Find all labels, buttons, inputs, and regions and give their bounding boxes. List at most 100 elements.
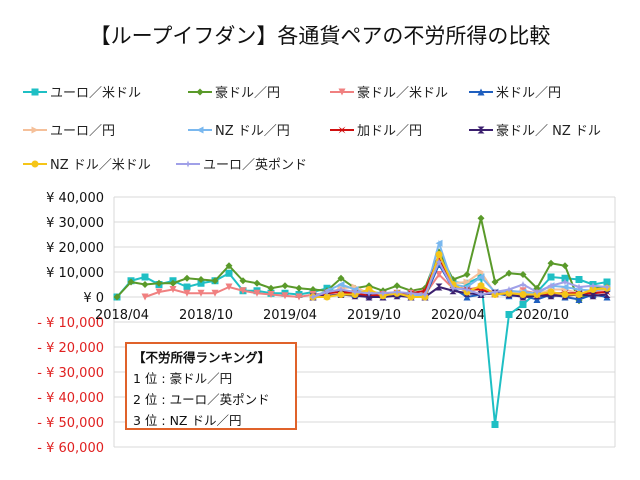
legend-label: ユーロ／円 [50,124,116,139]
data-point [337,286,345,293]
legend-label: 豪ドル／ NZ ドル [496,124,601,139]
data-point [197,279,205,287]
ranking-heading: 【不労所得ランキング】 [133,350,271,365]
legend-marker-icon [23,126,47,133]
y-tick-label: - ¥ 30,000 [37,366,104,381]
data-point [155,288,163,296]
data-point [505,289,513,297]
data-point [183,289,191,297]
data-point [547,273,555,281]
data-point [281,282,289,290]
data-point [253,289,261,297]
legend-item: NZ ドル／円 [187,120,290,139]
data-point [477,282,485,290]
data-point [561,262,569,270]
legend-marker [31,88,39,95]
legend-marker [196,88,204,95]
data-point [435,239,443,247]
data-point [337,274,345,282]
data-point [505,311,513,318]
ranking-item-3: 3 位 : NZ ドル／円 [133,413,242,428]
data-point [267,291,275,298]
data-point [169,286,177,293]
legend-marker-icon [188,88,212,95]
data-point [533,296,541,303]
legend-label: 米ドル／円 [496,86,562,101]
data-point [463,278,471,286]
data-point [435,271,443,278]
data-point [183,274,191,282]
data-point [337,281,345,288]
legend-marker [477,88,485,95]
data-point [547,259,555,267]
legend-item: 豪ドル／円 [187,82,280,101]
data-point [183,283,191,291]
data-point [603,291,611,298]
data-point [491,288,499,296]
y-tick-label: ¥ 0 [83,291,104,306]
data-point [309,293,317,301]
data-point [225,262,233,270]
data-point [323,288,331,296]
data-point [141,273,149,281]
legend-marker-icon [188,126,212,133]
data-point [253,279,261,287]
data-point [491,421,499,428]
data-point [281,292,289,300]
legend-label: NZ ドル／円 [215,124,290,139]
y-tick-label: ¥ 20,000 [46,241,104,256]
data-point [435,283,443,291]
legend-label: 豪ドル／円 [215,86,281,101]
data-point [449,284,457,292]
data-point [575,291,583,298]
data-point [169,279,177,287]
data-point [155,279,163,287]
x-tick-label: 2018/10 [179,308,233,323]
data-point [225,269,233,277]
legend-item: 豪ドル／ NZ ドル [468,120,601,139]
data-point [379,289,387,297]
data-point [575,283,583,291]
legend-label: 加ドル／円 [357,124,423,139]
data-point [477,273,485,281]
legend-item: NZ ドル／米ドル [22,154,151,173]
legend-item: 加ドル／円 [329,120,422,139]
legend-label: 豪ドル／米ドル [357,86,449,101]
data-point [463,286,471,293]
legend-marker-icon [176,160,200,167]
legend-marker [196,126,204,133]
y-tick-label: - ¥ 50,000 [37,416,104,431]
data-point [337,291,345,298]
legend-marker-icon [469,126,493,133]
data-point [589,282,597,290]
data-point [533,288,541,296]
data-point [239,287,247,295]
x-tick-label: 2018/04 [95,308,149,323]
data-point [239,277,247,285]
data-point [477,268,485,276]
data-point [435,251,443,258]
data-point [463,271,471,278]
legend-item: ユーロ／米ドル [22,82,141,101]
data-point [211,289,219,297]
legend-marker-icon [469,88,493,95]
data-point [127,278,135,286]
legend-marker [338,88,346,95]
data-point [603,278,611,286]
data-point [365,293,373,301]
data-point [505,286,513,293]
legend-item: 豪ドル／米ドル [329,82,448,101]
x-tick-label: 2019/10 [347,308,401,323]
data-point [561,283,569,291]
legend-marker [338,126,346,133]
data-point [225,283,233,291]
legend-label: ユーロ／米ドル [50,86,142,101]
chart-title: 【ループイフダン】各通貨ペアの不労所得の比較 [89,24,551,48]
legend-marker-icon [330,126,354,133]
y-tick-label: - ¥ 10,000 [37,316,104,331]
y-tick-label: ¥ 30,000 [46,216,104,231]
y-tick-label: - ¥ 20,000 [37,341,104,356]
data-point [547,282,555,290]
series-line [312,254,608,299]
data-point [561,274,569,282]
